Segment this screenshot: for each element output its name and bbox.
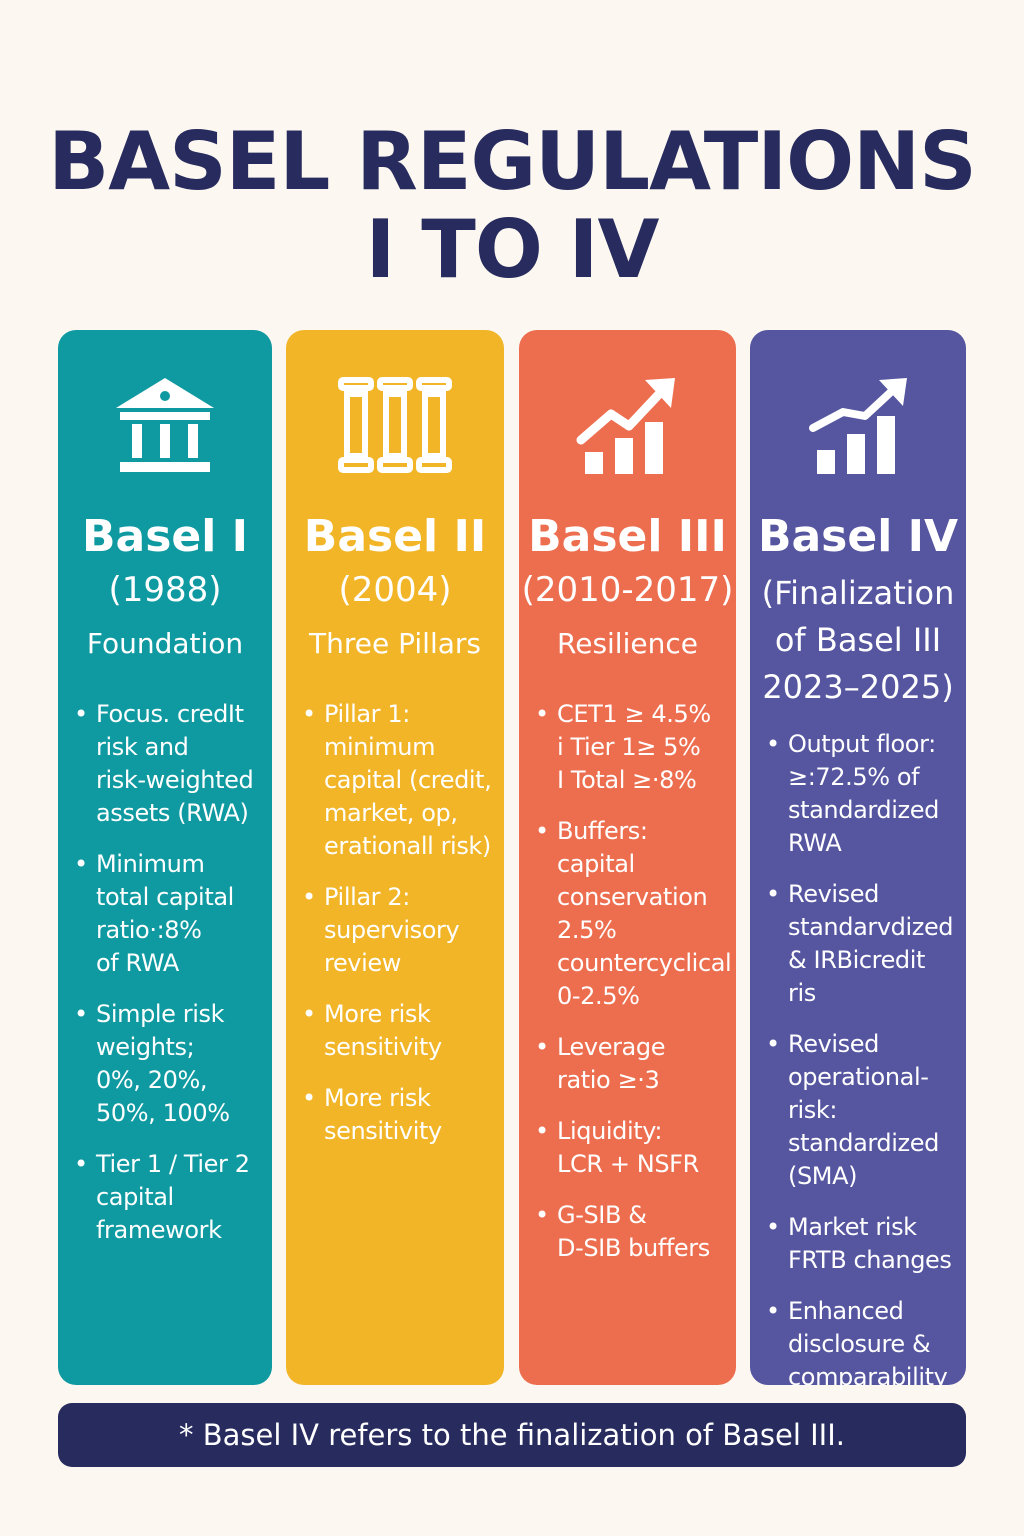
regulation-years: (1988) [108, 570, 222, 610]
bullet-item: More risk sensitivity [300, 1082, 498, 1148]
bullet-item: Buffers: capital conservation 2.5% count… [533, 815, 732, 1013]
bullet-item: Market risk FRTB changes [764, 1211, 960, 1277]
basel-iii-card: Basel III (2010-2017) Resilience CET1 ≥ … [519, 330, 736, 1385]
bullet-item: More risk sensitivity [300, 998, 498, 1064]
basel-i-card: Basel I (1988) Foundation Focus. credIt … [58, 330, 272, 1385]
regulation-name: Basel IV [757, 511, 959, 562]
basel-iv-card: Basel IV (Finalization of Basel III 2023… [750, 330, 966, 1391]
footer-note: * Basel IV refers to the finalization of… [58, 1403, 966, 1467]
bullet-list: Focus. credIt risk and risk-weighted ass… [72, 698, 266, 1265]
bullet-item: Revised operational- risk: standardized … [764, 1028, 960, 1193]
regulation-years: (2010-2017) [521, 570, 734, 610]
regulation-years: (Finalization of Basel III 2023–2025) [761, 574, 955, 706]
bullet-item: Liquidity: LCR + NSFR [533, 1115, 730, 1181]
regulation-name: Basel II [303, 511, 487, 562]
page-title: BASEL REGULATIONS I TO IV [0, 118, 1024, 294]
title-line-1: BASEL REGULATIONS [48, 115, 976, 208]
basel-ii-card: Basel II (2004) Three Pillars Pillar 1: … [286, 330, 504, 1385]
bank-building-icon [58, 372, 272, 482]
bullet-item: Pillar 1: minimum capital (credit, marke… [300, 698, 498, 863]
bullet-item: Tier 1 / Tier 2 capital framework [72, 1148, 266, 1247]
bullet-item: Minimum total capital ratio·:8% of RWA [72, 848, 266, 980]
regulation-name: Basel III [528, 511, 727, 562]
title-line-2: I TO IV [365, 203, 660, 296]
regulation-theme: Foundation [86, 627, 244, 660]
three-pillars-icon [286, 372, 504, 482]
bullet-item: Simple risk weights; 0%, 20%, 50%, 100% [72, 998, 266, 1130]
bullet-item: Enhanced disclosure & comparability [764, 1295, 960, 1394]
regulation-years: (2004) [338, 570, 452, 610]
bullet-list: Output floor: ≥:72.5% of standardized RW… [764, 728, 960, 1412]
bullet-item: CET1 ≥ 4.5% i Tier 1≥ 5% I Total ≥·8% [533, 698, 730, 797]
bullet-item: Focus. credIt risk and risk-weighted ass… [72, 698, 266, 830]
bullet-item: Pillar 2: supervisory review [300, 881, 498, 980]
bullet-item: Revised standarvdized & IRBicredit ris [764, 878, 960, 1010]
growth-chart-icon [519, 372, 736, 482]
rising-bars-icon [750, 372, 966, 482]
regulation-theme: Resilience [557, 627, 698, 660]
regulation-name: Basel I [81, 511, 249, 562]
bullet-list: CET1 ≥ 4.5% i Tier 1≥ 5% I Total ≥·8% Bu… [533, 698, 732, 1283]
bullet-item: Leverage ratio ≥·3 [533, 1031, 730, 1097]
regulation-theme: Three Pillars [309, 627, 481, 660]
bullet-item: G-SIB & D-SIB buffers [533, 1199, 730, 1265]
bullet-list: Pillar 1: minimum capital (credit, marke… [300, 698, 498, 1166]
bullet-item: Output floor: ≥:72.5% of standardized RW… [764, 728, 960, 860]
